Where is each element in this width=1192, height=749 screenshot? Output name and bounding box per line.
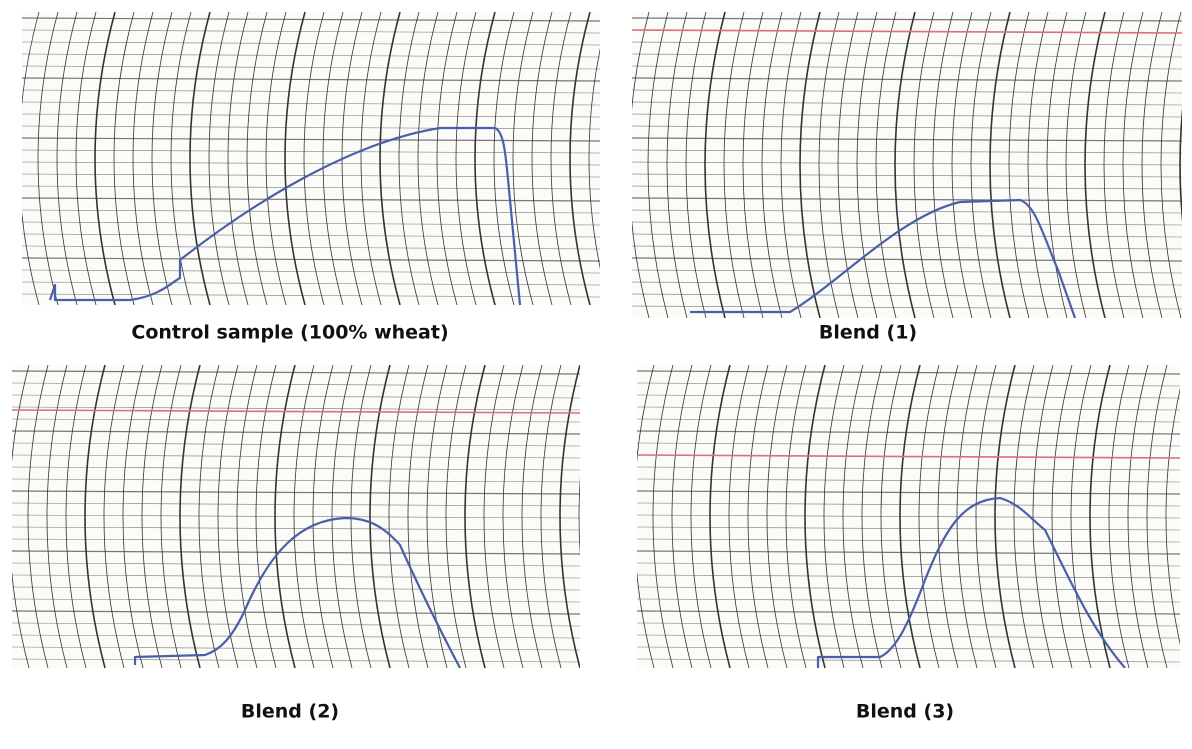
panel [615, 365, 1192, 668]
paper-arc [615, 365, 635, 668]
paper-arc [0, 12, 20, 305]
paper-arc [1185, 365, 1192, 668]
caption: Blend (1) [819, 322, 917, 344]
panel [0, 365, 637, 668]
caption: Blend (3) [856, 701, 954, 723]
panel [610, 12, 1192, 318]
figure: Control sample (100% wheat) Blend (1) Bl… [0, 0, 1192, 749]
paper-arc [617, 365, 637, 668]
caption: Blend (2) [241, 701, 339, 723]
page: Control sample (100% wheat) Blend (1) Bl… [0, 0, 1192, 749]
paper-arc [598, 365, 618, 668]
panel [0, 12, 647, 305]
paper-arc [608, 12, 628, 305]
caption: Control sample (100% wheat) [131, 322, 448, 344]
paper-arc [579, 365, 599, 668]
paper-arc [0, 365, 10, 668]
paper-arc [610, 12, 630, 318]
